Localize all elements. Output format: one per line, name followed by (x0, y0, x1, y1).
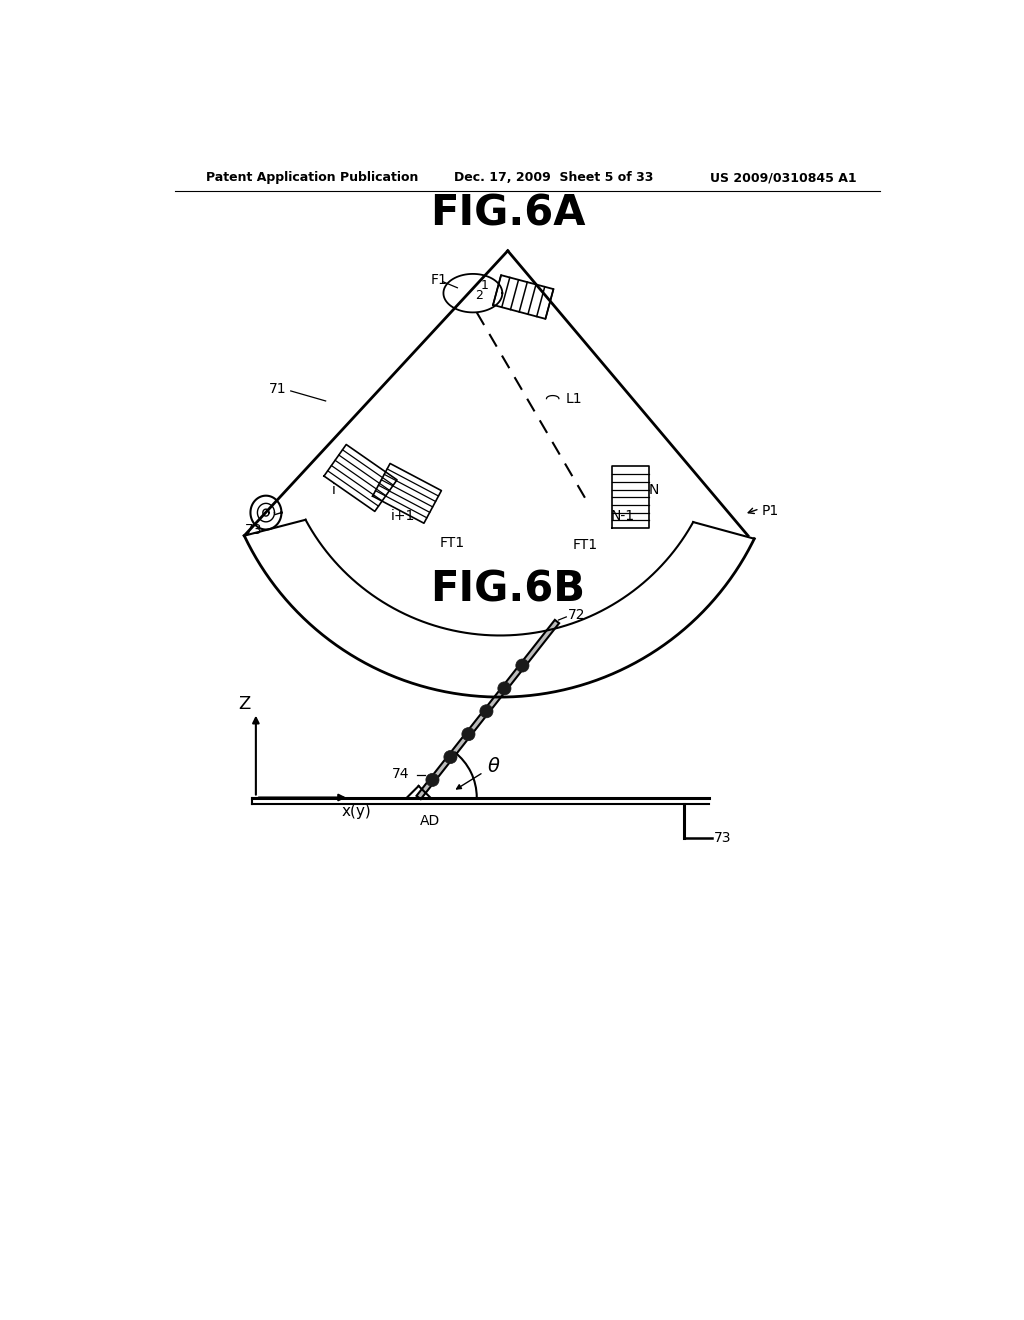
Circle shape (426, 774, 439, 787)
Text: 2: 2 (475, 289, 483, 302)
Text: L1: L1 (566, 392, 583, 405)
Text: N-1: N-1 (610, 510, 635, 524)
Text: US 2009/0310845 A1: US 2009/0310845 A1 (710, 172, 856, 185)
Circle shape (516, 659, 529, 672)
Text: F1: F1 (430, 273, 447, 286)
Circle shape (480, 705, 493, 718)
Text: i+1: i+1 (391, 510, 416, 524)
Text: 72: 72 (568, 609, 586, 622)
Text: $\theta$: $\theta$ (487, 756, 501, 776)
Text: Z: Z (239, 694, 251, 713)
Text: Patent Application Publication: Patent Application Publication (206, 172, 418, 185)
Text: i: i (332, 483, 335, 496)
Text: FT1: FT1 (572, 539, 598, 552)
Text: 73: 73 (245, 523, 262, 536)
Polygon shape (417, 620, 559, 799)
Text: FIG.6B: FIG.6B (430, 569, 586, 611)
Text: 74: 74 (392, 767, 410, 780)
Circle shape (462, 727, 475, 741)
Text: 1: 1 (480, 279, 488, 292)
Circle shape (498, 682, 511, 694)
Text: FIG.6A: FIG.6A (430, 193, 586, 235)
Text: x(y): x(y) (342, 804, 372, 818)
Text: 71: 71 (269, 383, 287, 396)
Text: Dec. 17, 2009  Sheet 5 of 33: Dec. 17, 2009 Sheet 5 of 33 (454, 172, 653, 185)
Text: AD: AD (420, 813, 440, 828)
Text: P1: P1 (762, 504, 779, 517)
Text: 73: 73 (714, 830, 731, 845)
Circle shape (443, 751, 457, 763)
Text: N: N (649, 483, 659, 496)
Text: FT1: FT1 (439, 536, 465, 550)
